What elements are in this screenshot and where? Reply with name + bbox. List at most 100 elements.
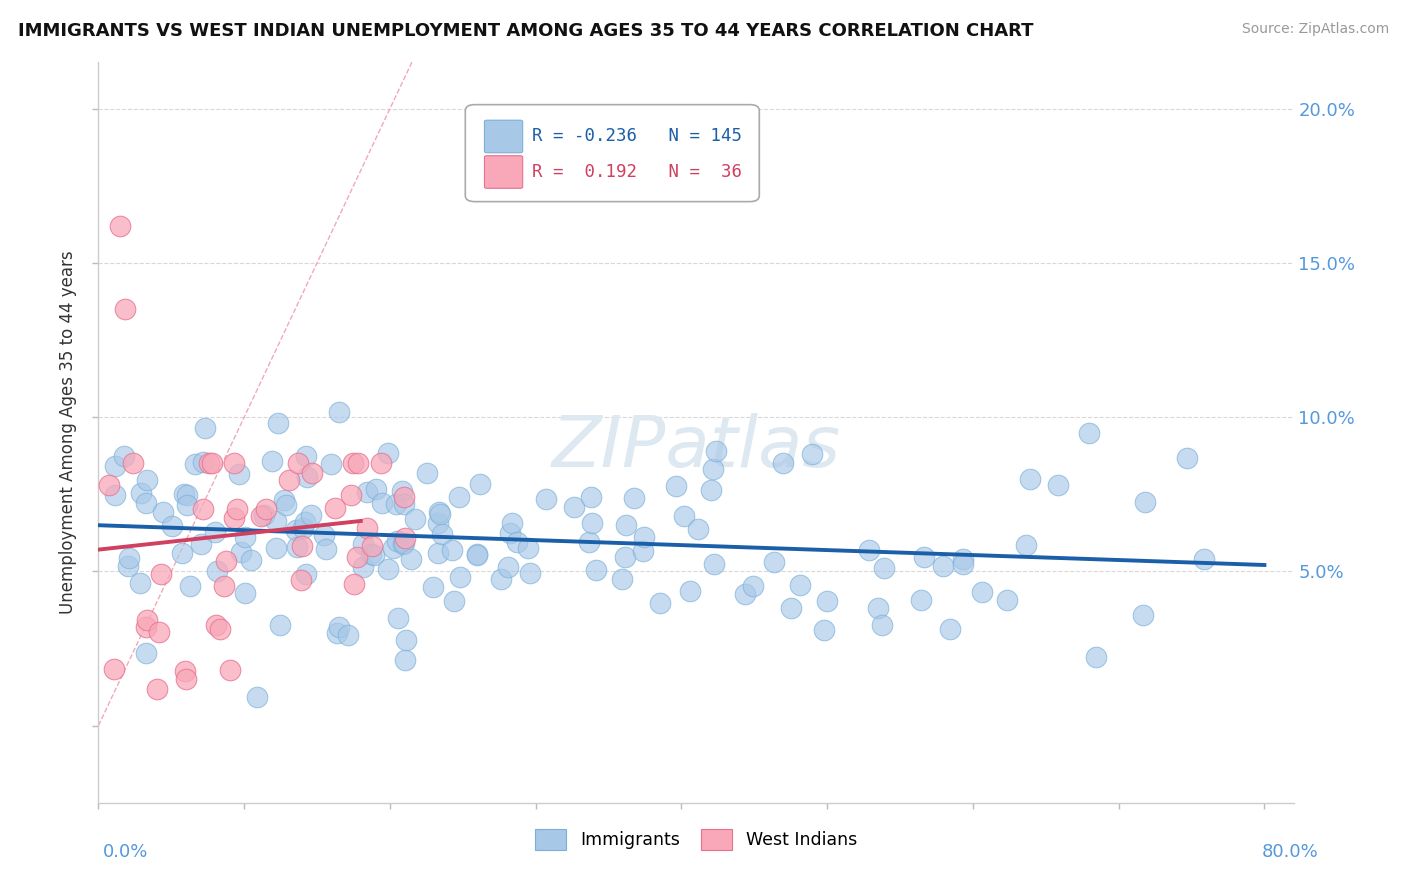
Point — [562, 500, 585, 515]
Point — [201, 457, 224, 471]
Point — [346, 457, 368, 471]
Text: R =  0.192   N =  36: R = 0.192 N = 36 — [533, 163, 742, 181]
Point — [873, 561, 896, 575]
Point — [384, 497, 406, 511]
Point — [353, 560, 375, 574]
Point — [174, 665, 197, 679]
Point — [103, 662, 125, 676]
Text: ZIPatlas: ZIPatlas — [551, 413, 841, 482]
Point — [233, 530, 256, 544]
Point — [340, 488, 363, 502]
Point — [323, 501, 346, 516]
Point — [205, 618, 228, 632]
Point — [176, 488, 198, 502]
Point — [1175, 450, 1198, 465]
Point — [734, 587, 756, 601]
Point — [665, 479, 688, 493]
Point — [290, 574, 312, 588]
Point — [932, 558, 955, 573]
Point — [382, 541, 405, 556]
Point — [866, 601, 889, 615]
Point — [686, 523, 709, 537]
Point — [1132, 608, 1154, 623]
Text: IMMIGRANTS VS WEST INDIAN UNEMPLOYMENT AMONG AGES 35 TO 44 YEARS CORRELATION CHA: IMMIGRANTS VS WEST INDIAN UNEMPLOYMENT A… — [18, 22, 1033, 40]
Point — [319, 458, 342, 472]
Point — [118, 551, 141, 566]
Point — [501, 516, 523, 530]
Point — [443, 594, 465, 608]
Point — [117, 559, 139, 574]
Point — [204, 525, 226, 540]
Point — [295, 470, 318, 484]
Point — [387, 611, 409, 625]
Point — [254, 502, 277, 516]
Point — [287, 457, 309, 471]
Point — [229, 545, 252, 559]
Point — [121, 457, 143, 471]
Point — [145, 681, 167, 696]
Point — [173, 487, 195, 501]
Point — [1078, 426, 1101, 441]
Point — [780, 601, 803, 615]
Point — [249, 509, 271, 524]
Point — [356, 484, 378, 499]
Point — [910, 592, 932, 607]
Point — [191, 501, 214, 516]
Point — [226, 502, 249, 516]
Point — [360, 547, 382, 561]
FancyBboxPatch shape — [485, 156, 523, 188]
Point — [377, 561, 399, 575]
Point — [789, 578, 811, 592]
Point — [112, 449, 135, 463]
Point — [623, 491, 645, 505]
Point — [430, 526, 453, 541]
Point — [193, 454, 215, 468]
Point — [104, 458, 127, 473]
Point — [581, 516, 603, 530]
Point — [465, 547, 488, 561]
Point — [416, 466, 439, 480]
Point — [995, 592, 1018, 607]
Point — [800, 447, 823, 461]
Point — [135, 473, 157, 487]
Point — [952, 557, 974, 571]
Point — [772, 456, 794, 470]
Text: Source: ZipAtlas.com: Source: ZipAtlas.com — [1241, 22, 1389, 37]
Text: 0.0%: 0.0% — [103, 843, 148, 861]
Point — [499, 525, 522, 540]
Point — [1019, 472, 1042, 486]
Point — [505, 534, 527, 549]
Point — [218, 663, 240, 677]
Point — [363, 548, 385, 562]
Point — [371, 496, 394, 510]
Point — [267, 416, 290, 430]
Point — [426, 516, 449, 530]
Point — [465, 548, 488, 562]
Point — [585, 563, 607, 577]
Point — [912, 550, 935, 565]
Point — [176, 499, 198, 513]
Point — [579, 491, 602, 505]
Point — [315, 541, 337, 556]
Point — [404, 512, 426, 526]
Point — [129, 576, 152, 591]
Point — [273, 492, 295, 507]
Point — [648, 596, 671, 610]
Point — [447, 490, 470, 504]
Point — [391, 484, 413, 499]
Point — [264, 514, 287, 528]
Point — [426, 546, 449, 560]
Point — [135, 646, 157, 660]
Point — [399, 552, 422, 566]
Point — [184, 458, 207, 472]
Point — [190, 537, 212, 551]
Point — [228, 467, 250, 481]
Point — [704, 443, 727, 458]
Point — [328, 620, 350, 634]
Point — [610, 572, 633, 586]
Point — [110, 219, 132, 233]
Point — [353, 537, 375, 551]
Point — [370, 457, 392, 471]
Point — [129, 485, 152, 500]
Point — [700, 483, 723, 498]
